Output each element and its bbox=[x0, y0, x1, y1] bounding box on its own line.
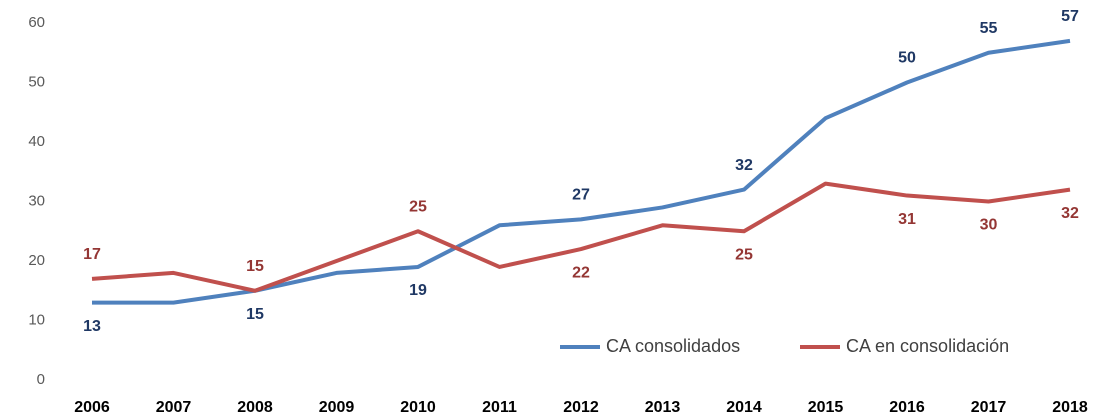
value-label: 22 bbox=[572, 264, 590, 281]
value-label: 32 bbox=[735, 157, 753, 174]
legend-label: CA consolidados bbox=[606, 336, 740, 356]
x-tick-label: 2013 bbox=[645, 399, 681, 416]
value-label: 15 bbox=[246, 306, 264, 323]
y-tick-label: 20 bbox=[28, 252, 45, 269]
y-tick-label: 10 bbox=[28, 311, 45, 328]
value-label: 57 bbox=[1061, 8, 1079, 25]
x-tick-label: 2016 bbox=[889, 399, 925, 416]
value-label: 31 bbox=[898, 211, 916, 228]
value-label: 25 bbox=[409, 198, 427, 215]
value-label: 17 bbox=[83, 246, 101, 263]
value-label: 55 bbox=[980, 20, 998, 37]
x-tick-label: 2009 bbox=[319, 399, 355, 416]
value-label: 50 bbox=[898, 50, 916, 67]
value-label: 27 bbox=[572, 187, 590, 204]
value-label: 15 bbox=[246, 258, 264, 275]
y-tick-label: 40 bbox=[28, 133, 45, 150]
y-tick-label: 60 bbox=[28, 14, 45, 31]
x-tick-label: 2012 bbox=[563, 399, 599, 416]
x-tick-label: 2008 bbox=[237, 399, 273, 416]
value-label: 25 bbox=[735, 246, 753, 263]
y-tick-label: 30 bbox=[28, 192, 45, 209]
y-tick-label: 50 bbox=[28, 73, 45, 90]
legend-label: CA en consolidación bbox=[846, 336, 1009, 356]
series-line bbox=[91, 181, 1071, 293]
x-tick-label: 2007 bbox=[156, 399, 192, 416]
value-label: 19 bbox=[409, 282, 427, 299]
y-tick-label: 0 bbox=[37, 371, 45, 388]
x-tick-label: 2014 bbox=[726, 399, 762, 416]
value-label: 13 bbox=[83, 318, 101, 335]
x-tick-label: 2011 bbox=[482, 399, 517, 416]
value-label: 32 bbox=[1061, 205, 1079, 222]
x-tick-label: 2006 bbox=[74, 399, 110, 416]
x-tick-label: 2018 bbox=[1052, 399, 1088, 416]
x-tick-label: 2017 bbox=[971, 399, 1007, 416]
value-label: 30 bbox=[980, 217, 998, 234]
x-tick-label: 2010 bbox=[400, 399, 436, 416]
x-tick-label: 2015 bbox=[808, 399, 844, 416]
